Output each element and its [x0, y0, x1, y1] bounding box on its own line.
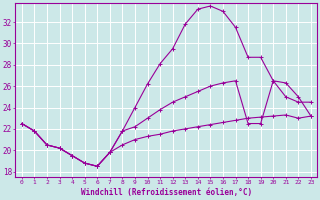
X-axis label: Windchill (Refroidissement éolien,°C): Windchill (Refroidissement éolien,°C) — [81, 188, 252, 197]
